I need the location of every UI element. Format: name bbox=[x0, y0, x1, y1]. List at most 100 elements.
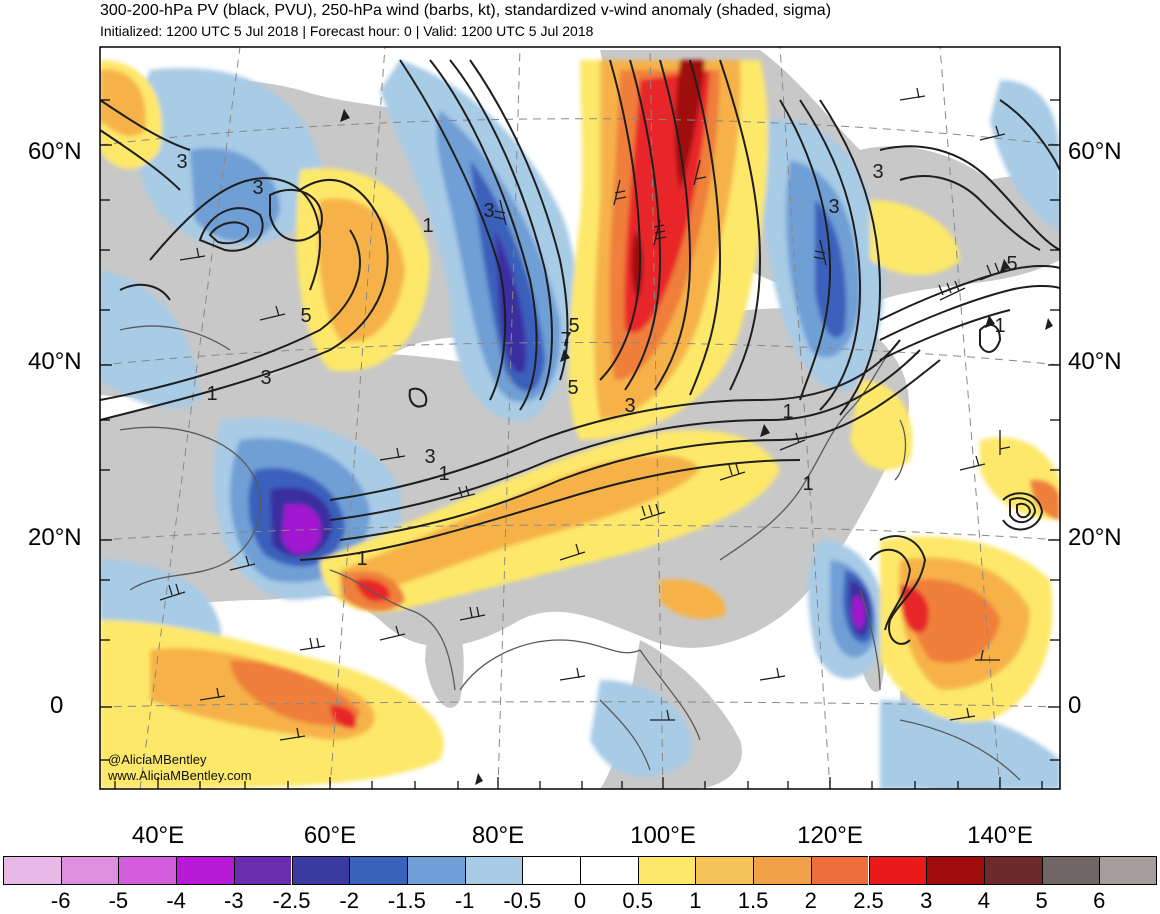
lon-label-120e: 120°E bbox=[797, 822, 863, 849]
colorbar-tick-label: 0.5 bbox=[622, 888, 653, 913]
pos-anomaly-red bbox=[330, 705, 357, 729]
pv-contour-label: 3 bbox=[624, 395, 635, 417]
lon-label-100e: 100°E bbox=[630, 822, 696, 849]
coastlines bbox=[119, 325, 1021, 781]
pv-contour-label: 5 bbox=[567, 377, 578, 399]
colorbar-box bbox=[753, 856, 811, 885]
pos-anomaly-orange bbox=[1030, 479, 1060, 520]
pv-contour-label: 3 bbox=[828, 196, 839, 218]
neg-anomaly-purple bbox=[852, 595, 865, 630]
neg-anomaly-purple bbox=[282, 504, 321, 554]
colorbar-tick-label: -1 bbox=[454, 888, 475, 913]
colorbar-box bbox=[522, 856, 580, 885]
pos-anomaly-mid bbox=[100, 69, 146, 137]
map-title: 300-200-hPa PV (black, PVU), 250-hPa win… bbox=[100, 2, 832, 19]
colorbar-tick-label: -1.5 bbox=[387, 888, 426, 913]
colorbar-box bbox=[3, 856, 61, 885]
pos-anomaly-mid bbox=[660, 579, 726, 620]
lon-label-80e: 80°E bbox=[471, 822, 525, 849]
pv-contour-label: 1 bbox=[438, 463, 449, 485]
pos-anomaly-mid bbox=[340, 455, 700, 600]
pv-contour-label: 1 bbox=[802, 473, 813, 495]
wind-flags bbox=[340, 109, 1053, 785]
colorbar-box bbox=[60, 856, 119, 885]
colorbar-tick-label: 0 bbox=[573, 888, 587, 913]
neg-anomaly-deep bbox=[495, 230, 526, 373]
pos-anomaly-mid bbox=[318, 198, 405, 342]
pv-contour-label: 1 bbox=[206, 383, 217, 405]
pv-contour-label: 3 bbox=[252, 177, 263, 199]
colorbar-tick-label: -0.5 bbox=[503, 888, 542, 913]
anomaly-shading bbox=[100, 60, 1060, 789]
lat-label-60n-right: 60°N bbox=[1068, 138, 1122, 165]
colorbar-tick-label: -3 bbox=[224, 888, 244, 913]
lon-label-60e: 60°E bbox=[303, 822, 357, 849]
pos-anomaly-red bbox=[355, 579, 391, 602]
colorbar-box bbox=[176, 856, 234, 885]
axis-ticks bbox=[100, 99, 1060, 789]
colorbar-box bbox=[637, 856, 696, 885]
lat-label-20n-right: 20°N bbox=[1068, 524, 1122, 551]
colorbar-tick-label: -2.5 bbox=[272, 888, 311, 913]
lon-label-40e: 40°E bbox=[131, 822, 185, 849]
colorbar-box bbox=[118, 856, 177, 885]
pos-anomaly-orange bbox=[908, 579, 1000, 664]
lat-label-40n-right: 40°N bbox=[1068, 348, 1122, 375]
map-frame bbox=[99, 46, 1061, 790]
pv-contour-label: 3 bbox=[872, 161, 883, 183]
pv-contour-label: 5 bbox=[1006, 253, 1017, 275]
neg-anomaly-light bbox=[990, 80, 1060, 230]
colorbar-tick-label: 6 bbox=[1093, 888, 1106, 913]
colorbar-box bbox=[1041, 856, 1100, 885]
colorbar-tick-label: 2 bbox=[804, 888, 817, 913]
colorbar-box bbox=[868, 856, 927, 885]
graticule bbox=[100, 47, 1060, 789]
lat-label-40n-left: 40°N bbox=[28, 348, 82, 375]
pos-anomaly-light bbox=[870, 200, 960, 275]
pv-contour-label: 3 bbox=[260, 367, 271, 389]
map-subtitle: Initialized: 1200 UTC 5 Jul 2018 | Forec… bbox=[100, 23, 594, 39]
pv-contour-label: 1 bbox=[356, 548, 367, 570]
colorbar-box bbox=[349, 856, 407, 885]
colorbar-tick-label: 1 bbox=[689, 888, 702, 913]
pv-contour-label: 3 bbox=[483, 200, 494, 222]
pos-anomaly-orange bbox=[230, 660, 360, 726]
neg-anomaly-light bbox=[590, 680, 692, 778]
credit-url: www.AliciaMBentley.com bbox=[108, 768, 252, 783]
lon-label-140e: 140°E bbox=[967, 822, 1033, 849]
lat-label-0-right: 0 bbox=[1068, 692, 1082, 719]
colorbar-box bbox=[695, 856, 754, 885]
colorbar-box bbox=[810, 856, 869, 885]
pv-contour-label: 7 bbox=[560, 329, 571, 351]
neg-anomaly-light bbox=[100, 270, 200, 409]
colorbar-box bbox=[406, 856, 465, 885]
colorbar-tick-label: -6 bbox=[50, 888, 71, 913]
colorbar-tick-label: 5 bbox=[1035, 888, 1048, 913]
credit-handle: @AliciaMBentley bbox=[108, 752, 207, 767]
pv-contour-label: 1 bbox=[422, 215, 433, 237]
colorbar-box bbox=[983, 856, 1042, 885]
pv-contour-label: 5 bbox=[568, 315, 579, 337]
colorbar-tick-label: -5 bbox=[108, 888, 129, 913]
colorbar-tick-label: -2 bbox=[339, 888, 359, 913]
colorbar-box bbox=[926, 856, 984, 885]
colorbar-box bbox=[233, 856, 292, 885]
colorbar-box bbox=[580, 856, 638, 885]
pv-contour-label: 3 bbox=[424, 446, 435, 468]
pv-contour-label: 1 bbox=[994, 315, 1005, 337]
colorbar-tick-label: 3 bbox=[920, 888, 933, 913]
colorbar-tick-label: 2.5 bbox=[853, 888, 884, 913]
pv-contour-label: 5 bbox=[300, 305, 311, 327]
pv-contour-label: 3 bbox=[176, 151, 187, 173]
colorbar-box bbox=[464, 856, 523, 885]
colorbar-box bbox=[291, 856, 350, 885]
lat-label-20n-left: 20°N bbox=[28, 524, 82, 551]
colorbar-tick-label: -4 bbox=[166, 888, 186, 913]
pv-contours bbox=[100, 59, 1060, 645]
colorbar-box bbox=[1099, 856, 1157, 885]
pv-contour-label: 1 bbox=[782, 401, 793, 423]
lat-label-60n-left: 60°N bbox=[28, 138, 82, 165]
colorbar-tick-label: 4 bbox=[977, 888, 991, 913]
